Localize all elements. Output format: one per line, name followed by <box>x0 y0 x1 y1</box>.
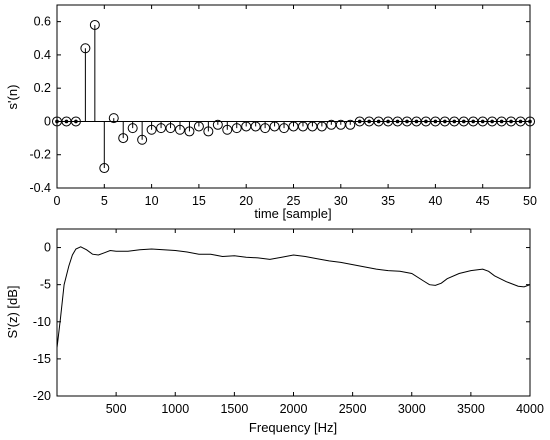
stem-x-tick-label: 5 <box>101 194 108 208</box>
stem-marker-dot <box>461 119 466 124</box>
response-plot-frame <box>56 228 531 397</box>
response-x-tick-label: 2500 <box>339 402 367 416</box>
stem-marker <box>316 121 327 132</box>
stem-marker-dot <box>480 119 485 124</box>
stem-marker <box>193 121 204 132</box>
stem-plot-frame <box>56 4 531 189</box>
response-y-axis-label: S'(z) [dB] <box>5 285 20 338</box>
stem-marker <box>89 19 100 30</box>
stem-marker-dot <box>528 119 532 124</box>
stem-marker-dot <box>367 119 371 124</box>
stem-axis-ticks: 0 5 10 15 20 25 30 35 40 45 50 -0.4 -0.2 0 0.2 0.4 0.6 <box>29 5 537 208</box>
stem-chart: 0 5 10 15 20 25 30 35 40 45 50 -0.4 -0.2 0 0.2 0.4 0.6 t… <box>5 4 537 221</box>
stem-y-tick-label: 0.6 <box>34 15 51 29</box>
stem-marker-dot <box>414 119 419 124</box>
response-x-tick-label: 2000 <box>280 402 308 416</box>
stem-marker <box>80 43 91 54</box>
stem-marker <box>525 116 535 127</box>
response-x-tick-label: 1500 <box>220 402 248 416</box>
response-y-tick-label: -5 <box>40 278 51 292</box>
stem-marker <box>99 163 110 174</box>
stem-marker <box>174 124 185 135</box>
response-x-tick-label: 3000 <box>398 402 426 416</box>
stem-x-tick-label: 15 <box>192 194 206 208</box>
response-y-tick-label: -15 <box>33 352 51 366</box>
stem-x-tick-label: 0 <box>54 194 61 208</box>
stem-marker <box>165 123 176 134</box>
response-y-tick-label: 0 <box>44 241 51 255</box>
stem-marker-dot <box>471 119 476 124</box>
stem-y-axis-label: s'(n) <box>5 85 20 110</box>
stem-marker <box>184 126 195 137</box>
stem-marker <box>279 123 290 134</box>
stem-marker-dot <box>490 119 494 124</box>
stem-x-tick-label: 45 <box>476 194 490 208</box>
stem-marker-dot <box>433 119 438 124</box>
stem-marker <box>137 134 148 145</box>
stem-x-tick-label: 40 <box>428 194 442 208</box>
stem-marker <box>118 133 129 144</box>
stem-marker <box>212 119 223 130</box>
stem-marker <box>222 124 233 135</box>
response-axis-ticks: 500 1000 1500 2000 2500 3000 3500 4000 -20 -15 -10… <box>33 229 544 416</box>
stem-series <box>52 19 535 174</box>
stem-marker-dot <box>405 119 409 124</box>
response-curve <box>56 246 531 348</box>
stem-marker-dot <box>499 119 504 124</box>
response-y-tick-label: -20 <box>33 389 51 403</box>
stem-y-tick-label: -0.4 <box>29 181 51 195</box>
stem-y-tick-label: 0.2 <box>34 81 51 95</box>
stem-marker <box>250 121 261 132</box>
stem-marker-dot <box>376 119 381 124</box>
stem-x-tick-label: 35 <box>381 194 395 208</box>
stem-x-tick-label: 20 <box>239 194 253 208</box>
response-x-tick-label: 500 <box>106 402 127 416</box>
stem-marker <box>127 123 138 134</box>
stem-marker <box>70 116 81 127</box>
stem-marker-dot <box>386 119 390 124</box>
stem-marker-dot <box>395 119 400 124</box>
stem-marker <box>345 119 356 130</box>
stem-x-tick-label: 50 <box>523 194 537 208</box>
stem-marker-dot <box>55 119 59 124</box>
response-chart: 500 1000 1500 2000 2500 3000 3500 4000 -20 -15 -10… <box>5 228 544 435</box>
stem-x-axis-label: time [sample] <box>254 206 331 221</box>
stem-marker-dot <box>443 119 447 124</box>
response-x-tick-label: 1000 <box>161 402 189 416</box>
stem-x-tick-label: 10 <box>145 194 159 208</box>
stem-marker <box>260 123 271 134</box>
stem-marker <box>203 126 214 137</box>
stem-x-tick-label: 25 <box>287 194 301 208</box>
stem-marker-dot <box>64 119 69 124</box>
response-y-tick-label: -10 <box>33 315 51 329</box>
stem-y-tick-label: 0.4 <box>34 48 51 62</box>
stem-y-tick-label: -0.2 <box>29 148 51 162</box>
stem-marker-dot <box>74 119 78 124</box>
stem-marker <box>108 113 119 124</box>
stem-marker <box>146 124 157 135</box>
stem-marker-dot <box>509 119 513 124</box>
response-x-tick-label: 3500 <box>457 402 485 416</box>
stem-marker-dot <box>518 119 523 124</box>
response-x-axis-label: Frequency [Hz] <box>249 420 337 435</box>
response-x-tick-label: 4000 <box>516 402 544 416</box>
stem-marker <box>231 123 242 134</box>
stem-x-tick-label: 30 <box>334 194 348 208</box>
stem-y-tick-label: 0 <box>44 114 51 128</box>
stem-marker <box>269 121 280 132</box>
stem-marker-dot <box>452 119 457 124</box>
stem-marker-dot <box>424 119 428 124</box>
stem-marker-dot <box>357 119 362 124</box>
